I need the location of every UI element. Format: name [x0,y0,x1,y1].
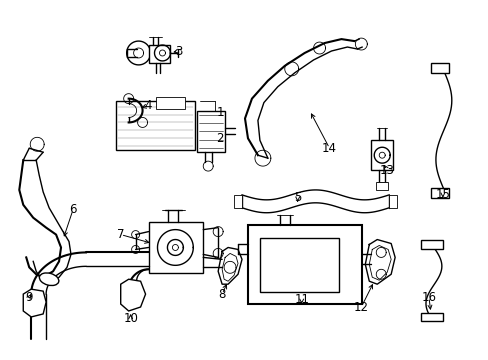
Text: 7: 7 [117,228,124,241]
Bar [148,45,170,63]
Text: 12: 12 [353,301,368,314]
Bar [388,195,396,208]
Text: 10: 10 [123,312,138,325]
Bar [370,140,392,170]
Bar [148,222,203,273]
Text: 5: 5 [293,192,301,204]
Text: 6: 6 [69,203,77,216]
Bar [420,239,442,249]
Text: 8: 8 [218,288,225,301]
Text: 16: 16 [421,291,436,303]
Text: 14: 14 [322,142,336,155]
Bar [116,100,195,150]
Bar [197,111,224,152]
Polygon shape [121,279,145,311]
Text: 3: 3 [174,45,182,58]
Text: 11: 11 [294,293,308,306]
Bar [375,182,387,190]
Polygon shape [23,289,46,317]
Bar [420,313,442,321]
Ellipse shape [40,273,59,285]
Text: 15: 15 [434,188,449,201]
Text: 13: 13 [379,163,394,176]
Bar [234,195,242,208]
Text: 9: 9 [25,291,33,303]
Bar [247,225,362,304]
Text: 1: 1 [216,106,224,119]
Bar [430,188,448,198]
Bar [260,238,339,292]
Bar [430,63,448,73]
Text: 2: 2 [216,132,224,145]
Bar [155,96,185,109]
Text: 4: 4 [144,99,152,112]
